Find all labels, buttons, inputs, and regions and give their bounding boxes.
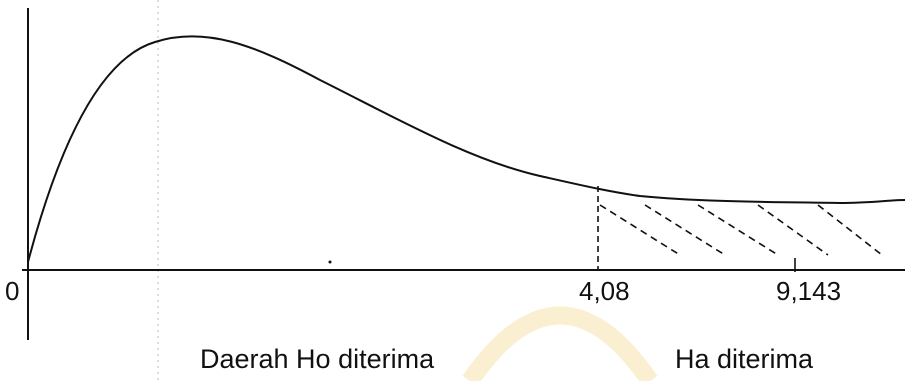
axis-dot [328,260,332,264]
density-curve [27,35,905,263]
test-statistic-label: 9,143 [776,276,841,306]
watermark-arc [462,306,658,381]
reject-region-label: Ha diterima [675,344,814,374]
accept-region-label: Daerah Ho diterima [200,344,435,374]
critical-value-label: 4,08 [579,276,630,306]
origin-label: 0 [5,276,19,306]
rejection-hatching [599,204,883,256]
